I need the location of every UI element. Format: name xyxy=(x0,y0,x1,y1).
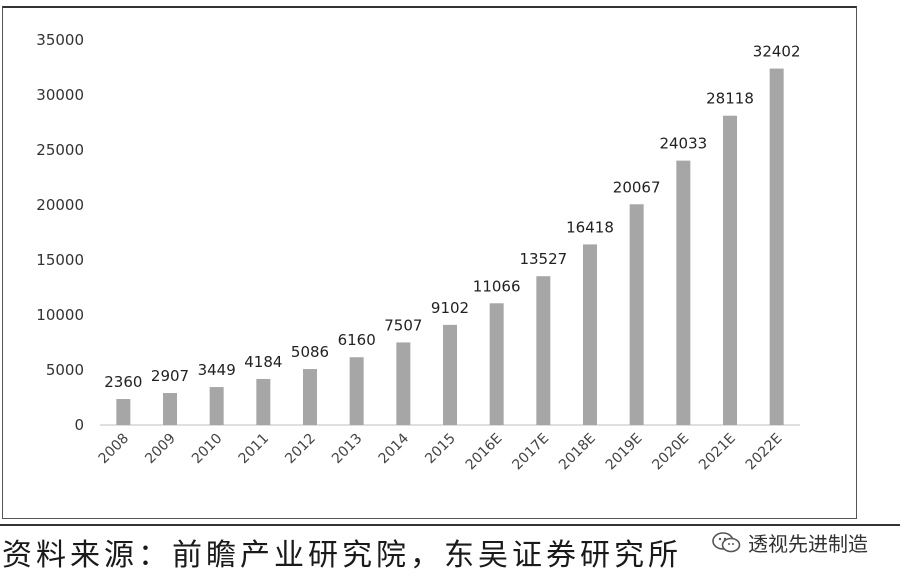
data-label: 2907 xyxy=(151,367,189,385)
x-tick-label: 2010 xyxy=(189,431,226,468)
data-label: 6160 xyxy=(338,331,376,349)
data-label: 32402 xyxy=(753,43,801,61)
bar xyxy=(443,324,457,425)
data-label: 28118 xyxy=(706,90,754,108)
bar xyxy=(629,204,644,425)
bar xyxy=(676,160,691,425)
bar xyxy=(209,387,224,425)
y-tick-label: 15000 xyxy=(36,251,84,269)
y-tick-label: 35000 xyxy=(36,31,84,49)
data-label: 24033 xyxy=(659,135,707,153)
data-label: 2360 xyxy=(104,373,142,391)
y-tick-label: 5000 xyxy=(46,361,84,379)
x-tick-label: 2009 xyxy=(142,431,179,468)
data-label: 11066 xyxy=(473,277,521,295)
x-tick-label: 2021E xyxy=(696,431,739,474)
data-label: 20067 xyxy=(613,178,661,196)
x-tick-label: 2008 xyxy=(96,431,133,468)
y-tick-label: 20000 xyxy=(36,196,84,214)
data-label: 4184 xyxy=(244,353,282,371)
bar xyxy=(303,369,317,425)
y-tick-label: 25000 xyxy=(36,141,84,159)
x-tick-label: 2013 xyxy=(329,431,366,468)
bar xyxy=(256,378,271,425)
chart-frame xyxy=(2,6,857,519)
x-tick-label: 2012 xyxy=(282,431,319,468)
data-label: 7507 xyxy=(384,316,422,334)
bar xyxy=(116,399,131,425)
bar xyxy=(396,342,411,425)
x-tick-label: 2022E xyxy=(743,431,786,474)
x-tick-label: 2018E xyxy=(556,431,599,474)
x-tick-label: 2017E xyxy=(509,431,552,474)
x-tick-label: 2016E xyxy=(463,431,506,474)
watermark-text: 透视先进制造 xyxy=(748,532,868,556)
x-tick-label: 2015 xyxy=(422,431,459,468)
x-tick-label: 2019E xyxy=(603,431,646,474)
bar xyxy=(769,68,784,425)
data-label: 3449 xyxy=(198,361,236,379)
bar xyxy=(723,115,737,426)
y-tick-label: 0 xyxy=(74,416,84,434)
x-tick-label: 2011 xyxy=(236,431,273,468)
wechat-icon xyxy=(712,531,741,552)
data-label: 16418 xyxy=(566,218,614,236)
data-label: 5086 xyxy=(291,343,329,361)
bar xyxy=(583,244,597,425)
data-label: 9102 xyxy=(431,299,469,317)
watermark: 透视先进制造 xyxy=(708,526,872,559)
x-tick-label: 2020E xyxy=(649,431,692,474)
divider xyxy=(0,524,900,526)
source-caption: 资料来源：前瞻产业研究院，东吴证券研究所 xyxy=(2,538,682,573)
bar-chart: 0 5000 10000 15000 20000 25000 30000 35000 2360 2… xyxy=(36,31,801,474)
y-tick-label: 10000 xyxy=(36,306,84,324)
x-tick-label: 2014 xyxy=(376,430,413,467)
bar xyxy=(489,303,504,425)
bar xyxy=(163,393,177,425)
bar xyxy=(536,276,551,425)
bar xyxy=(349,357,364,425)
y-tick-label: 30000 xyxy=(36,86,84,104)
data-label: 13527 xyxy=(519,250,567,268)
